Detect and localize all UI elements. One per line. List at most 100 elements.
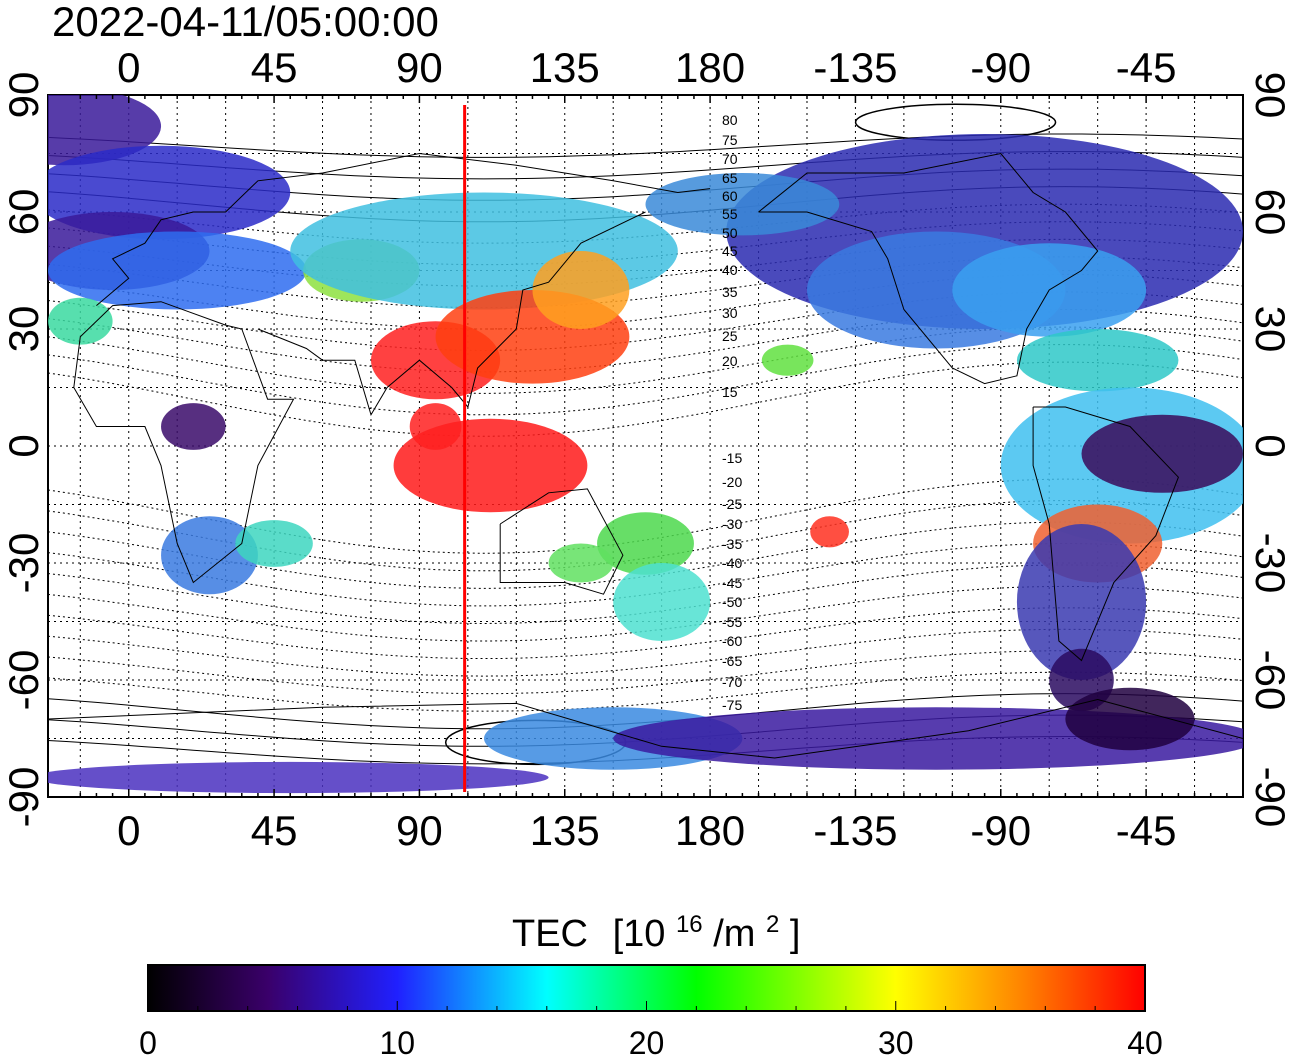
colorbar-title-quantity: TEC	[512, 913, 588, 955]
tec-patch	[161, 516, 258, 595]
lon-label-top: 0	[117, 44, 140, 91]
colorbar-unit-open: [10	[613, 913, 666, 955]
tec-patch	[810, 516, 849, 548]
colorbar-tick-label: 30	[878, 1025, 914, 1057]
maglat-label: -75	[722, 697, 742, 713]
colorbar-tick-label: 0	[139, 1025, 157, 1057]
lat-label-right: -90	[1247, 767, 1294, 828]
lat-label-left: -30	[0, 533, 47, 594]
maglat-label: 55	[722, 206, 738, 222]
maglat-label: -45	[722, 575, 742, 591]
tec-patch	[235, 520, 313, 567]
lat-label-right: -30	[1247, 533, 1294, 594]
lat-label-left: 90	[0, 72, 47, 119]
lon-label-bottom: -45	[1116, 807, 1177, 854]
colorbar-unit-mid: /m	[713, 913, 755, 955]
maglat-label: 65	[722, 170, 738, 186]
lat-label-right: 0	[1247, 434, 1294, 457]
coastline-segment	[48, 698, 1243, 759]
coastline-segment	[73, 301, 295, 584]
lon-label-bottom: 45	[251, 807, 298, 854]
maglat-label: -35	[722, 536, 742, 552]
maglat-label: 15	[722, 384, 738, 400]
tec-patch	[48, 231, 307, 310]
maglat-label: 25	[722, 328, 738, 344]
maglat-label: -50	[722, 594, 742, 610]
colorbar-tick-label: 10	[379, 1025, 415, 1057]
magnetic-latitude-labels: 80 75 70 65 60 55 50 45 40 35 30 25 20 15 -15 -20 -25 -30…	[722, 112, 742, 713]
maglat-label: -55	[722, 614, 742, 630]
lat-label-left: 0	[0, 434, 47, 457]
maglat-contour	[48, 308, 1243, 373]
lon-label-bottom: 180	[675, 807, 745, 854]
coastlines	[48, 152, 1243, 759]
tec-patch	[1016, 524, 1147, 680]
maglat-label: -20	[722, 474, 742, 490]
lon-label-top: 90	[396, 44, 443, 91]
latitude-labels-left: 90 60 30 0 -30 -60 -90	[0, 72, 47, 828]
tec-patch	[613, 563, 711, 641]
maglat-label: -40	[722, 555, 742, 571]
lon-label-top: 180	[675, 44, 745, 91]
frame-ticks	[79, 95, 1244, 797]
tec-patch	[48, 761, 549, 794]
tec-patch	[548, 543, 614, 583]
lon-label-bottom: -90	[970, 807, 1031, 854]
colorbar-title: TEC [10 16 /m 2 ]	[512, 899, 800, 955]
tec-patch	[1065, 687, 1195, 751]
lat-label-right: 30	[1247, 306, 1294, 353]
coastline-segment	[1032, 406, 1179, 662]
tec-patch	[409, 403, 462, 450]
maglat-label: 70	[722, 151, 738, 167]
coastline-segment	[758, 152, 1099, 385]
maglat-contour	[48, 291, 1243, 352]
lat-label-left: 60	[0, 189, 47, 236]
maglat-label: -70	[722, 674, 742, 690]
maglat-label: 35	[722, 284, 738, 300]
lon-label-bottom: -135	[813, 807, 897, 854]
maglat-contour	[48, 650, 1243, 695]
lat-label-right: -60	[1247, 650, 1294, 711]
lon-label-top: 45	[251, 44, 298, 91]
maglat-label: -30	[722, 516, 742, 532]
tec-observation-patches	[48, 95, 1243, 794]
maglat-label: 40	[722, 262, 738, 278]
timestamp-title: 2022-04-11/05:00:00	[52, 0, 439, 45]
lon-label-top: -90	[970, 44, 1031, 91]
lat-label-left: 30	[0, 306, 47, 353]
maglat-contour	[48, 671, 1243, 712]
maglat-label: -25	[722, 496, 742, 512]
tec-patch	[48, 297, 113, 345]
tec-patch	[161, 403, 226, 450]
colorbar-tick-label: 20	[629, 1025, 665, 1057]
maglat-label: -65	[722, 653, 742, 669]
maglat-label: 20	[722, 353, 738, 369]
lat-label-left: -60	[0, 650, 47, 711]
latitude-labels-right: 90 60 30 0 -30 -60 -90	[1247, 72, 1294, 828]
lat-label-right: 60	[1247, 189, 1294, 236]
longitude-labels-bottom: 0 45 90 135 180 -135 -90 -45	[117, 807, 1176, 854]
colorbar-unit-exponent2: 2	[766, 911, 779, 938]
tec-patch	[1016, 329, 1179, 392]
maglat-label: 75	[722, 132, 738, 148]
longitude-labels-top: 0 45 90 135 180 -135 -90 -45	[117, 44, 1176, 91]
maglat-contour	[48, 203, 1243, 244]
colorbar-unit-close: ]	[790, 913, 801, 955]
lon-label-top: -45	[1116, 44, 1177, 91]
map-area: 80 75 70 65 60 55 50 45 40 35 30 25 20 15 -15 -20 -25 -30…	[47, 94, 1244, 798]
colorbar-ticks: 0 10 20 30 40	[139, 1001, 1163, 1057]
maglat-contour	[48, 326, 1243, 394]
coastline-segment	[96, 152, 711, 306]
maglat-label: -15	[722, 450, 742, 466]
maglat-label: 30	[722, 305, 738, 321]
maglat-label: 45	[722, 243, 738, 259]
lon-label-top: -135	[813, 44, 897, 91]
tec-patch	[645, 173, 840, 236]
lat-label-right: 90	[1247, 72, 1294, 119]
maglat-label: 50	[722, 225, 738, 241]
colorbar: TEC [10 16 /m 2 ] 0 10 20 30 40	[139, 899, 1163, 1057]
lon-label-bottom: 90	[396, 807, 443, 854]
lon-label-bottom: 0	[117, 807, 140, 854]
tec-patch	[532, 251, 630, 329]
